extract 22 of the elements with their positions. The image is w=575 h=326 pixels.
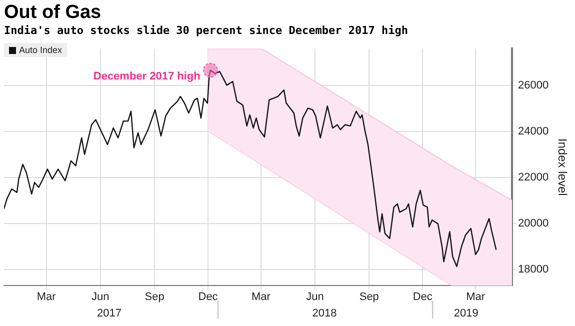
y-tick-label: 24000 [518,125,549,138]
y-tick-label: 18000 [518,264,549,276]
x-tick-label: Sep [144,291,164,304]
chart-title: Out of Gas [4,2,102,24]
x-tick-label: Sep [359,291,379,304]
annotation: December 2017 high [93,70,201,82]
x2-tick-label: 2017 [97,307,122,320]
x2-tick-label: 2019 [454,307,478,320]
x2-tick-label: 2018 [312,307,337,320]
x-tick-label: Dec [198,291,218,304]
y-tick-label: 20000 [518,218,549,230]
legend-label: Auto Index [19,45,62,55]
x-tick-label: Mar [466,291,486,304]
x-tick-label: Jun [306,291,324,304]
x-tick-label: Mar [251,291,271,304]
y-tick-label: 22000 [518,171,549,184]
x-tick-label: Dec [412,291,433,304]
x-tick-label: Jun [92,291,110,304]
y-axis-title: Index level [555,138,570,196]
chart-subtitle: India's auto stocks slide 30 percent since December 2017 high [4,24,408,37]
y-tick-label: 26000 [518,79,549,92]
x-tick-label: Mar [36,291,56,304]
